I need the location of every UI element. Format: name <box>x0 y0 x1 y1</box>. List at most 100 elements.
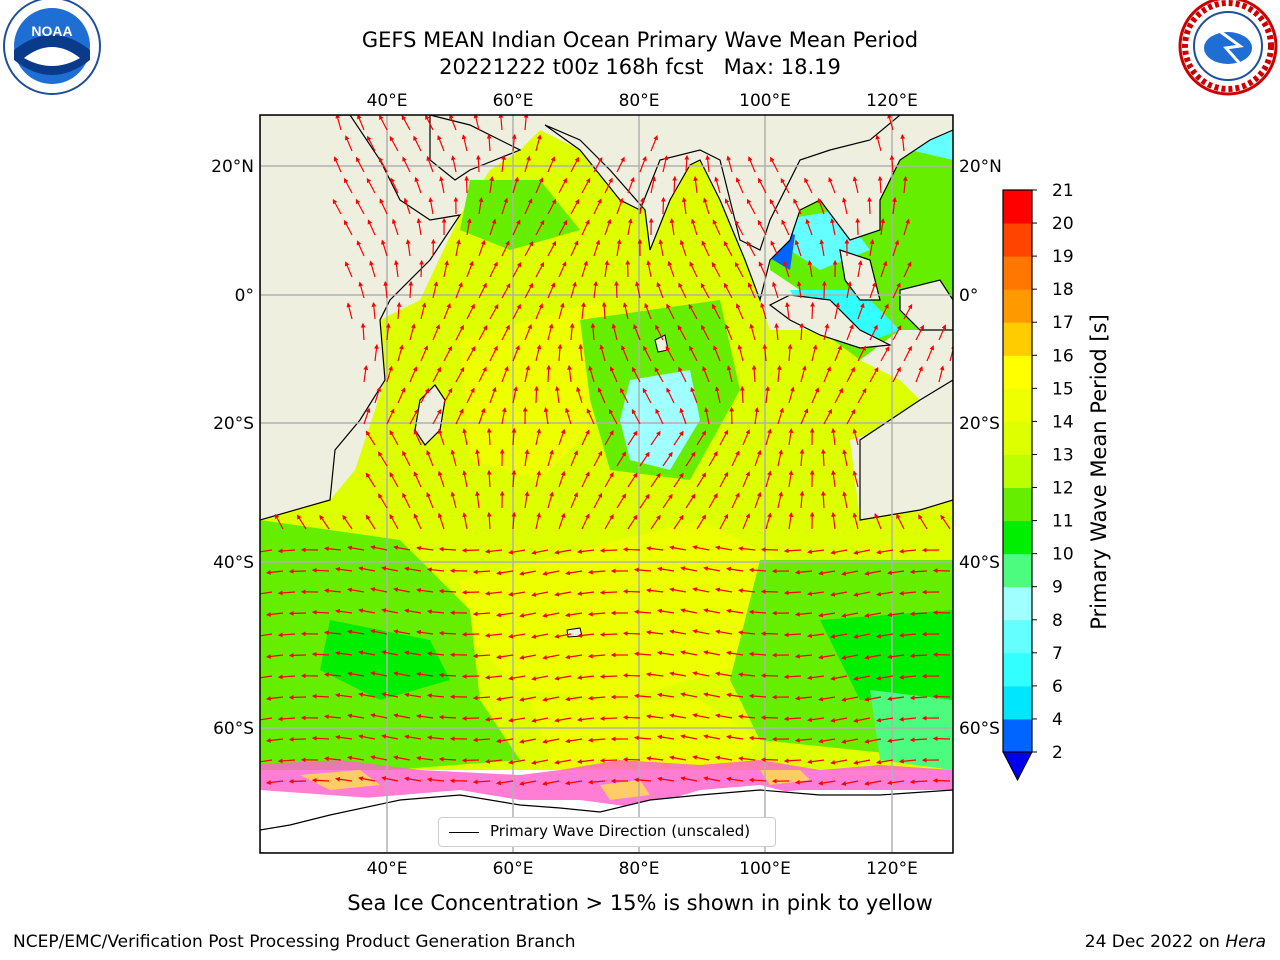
colorbar-segment <box>1003 322 1032 356</box>
wave-arrow <box>437 470 445 488</box>
wave-arrow <box>645 672 664 677</box>
wave-arrow <box>535 177 544 194</box>
wave-arrow <box>277 716 296 722</box>
wave-arrow <box>898 674 917 680</box>
wave-arrow <box>508 549 526 555</box>
wave-arrow <box>688 303 698 320</box>
wave-arrow <box>512 303 521 320</box>
lat-label-left: 40°S <box>213 553 254 573</box>
wave-arrow <box>735 303 744 320</box>
wave-arrow <box>593 280 598 299</box>
wave-arrow <box>426 567 445 573</box>
wave-arrow <box>830 717 848 723</box>
wave-arrow <box>542 696 560 702</box>
wave-arrow <box>622 757 641 762</box>
wave-arrow <box>864 696 882 702</box>
lon-label-top: 120°E <box>866 91 918 111</box>
wave-arrow <box>565 780 583 786</box>
wave-arrow <box>876 591 894 597</box>
wave-arrow <box>357 115 365 131</box>
wave-arrow <box>393 587 411 593</box>
wave-arrow <box>565 612 583 618</box>
wave-arrow <box>588 365 595 383</box>
wave-arrow <box>823 366 831 383</box>
wave-arrow <box>783 590 802 596</box>
wave-arrow <box>734 261 744 278</box>
wave-arrow <box>475 490 480 509</box>
wave-arrow <box>765 428 772 446</box>
wave-arrow <box>672 175 678 194</box>
wave-arrow <box>381 692 399 698</box>
wave-arrow <box>508 675 526 681</box>
map-tick-labels: 40°E 40°E 60°E 60°E 80°E 80°E 100°E 100°E 120°E 1… <box>211 91 1002 879</box>
wave-arrow <box>472 569 491 575</box>
wave-arrow <box>274 513 284 530</box>
wave-arrow <box>547 240 557 257</box>
wave-arrow <box>438 756 457 762</box>
wave-arrow <box>875 134 882 152</box>
wave-arrow <box>692 755 710 761</box>
wave-arrow <box>542 780 560 786</box>
wave-arrow <box>712 219 721 236</box>
wave-arrow <box>370 671 388 677</box>
wave-arrow <box>558 470 566 488</box>
wave-arrow <box>404 692 422 698</box>
wave-arrow <box>643 345 652 362</box>
lon-label-bottom: 60°E <box>493 859 534 879</box>
wave-arrow <box>794 569 813 575</box>
wave-arrow <box>818 612 836 618</box>
wave-arrow <box>531 549 549 555</box>
wave-arrow <box>616 239 622 257</box>
wave-arrow <box>581 219 590 236</box>
wave-arrow <box>455 239 461 257</box>
wave-arrow <box>475 154 481 173</box>
wave-arrow <box>344 261 353 278</box>
colorbar-tick-label: 2 <box>1052 743 1063 763</box>
wave-arrow <box>864 612 882 618</box>
wave-arrow <box>524 491 530 509</box>
wave-arrow <box>438 672 457 678</box>
wave-arrow <box>265 570 284 575</box>
wave-arrow <box>735 177 744 194</box>
wave-arrow <box>657 608 675 614</box>
wave-arrow <box>420 345 429 362</box>
wave-arrow <box>576 386 583 404</box>
wave-arrow <box>374 343 379 362</box>
wave-arrow <box>748 156 756 173</box>
colorbar-tick-label: 12 <box>1052 479 1074 499</box>
wave-arrow <box>409 408 419 425</box>
colorbar-tick-label: 15 <box>1052 379 1074 399</box>
wave-arrow <box>277 674 296 680</box>
wave-arrow <box>751 364 757 383</box>
wave-arrow <box>864 780 882 786</box>
wave-arrow <box>554 675 572 681</box>
wave-arrow <box>887 738 905 744</box>
wave-arrow <box>260 633 273 639</box>
wave-arrow <box>669 587 687 593</box>
lon-label-bottom: 80°E <box>619 859 660 879</box>
wave-arrow <box>639 451 650 467</box>
colorbar-tick-label: 7 <box>1052 644 1063 664</box>
wave-arrow <box>512 344 520 362</box>
wave-arrow <box>365 514 376 530</box>
wave-arrow <box>593 492 603 509</box>
wave-arrow <box>438 630 457 636</box>
wave-arrow <box>405 239 411 257</box>
wave-arrow <box>853 591 871 597</box>
wave-arrow <box>381 566 399 572</box>
wave-arrow <box>396 301 402 320</box>
wave-arrow <box>478 239 486 257</box>
wave-arrow <box>760 715 779 721</box>
wave-arrow <box>586 408 595 425</box>
wave-arrow <box>461 673 480 679</box>
wave-arrow <box>472 779 491 785</box>
wave-arrow <box>631 408 641 425</box>
wave-arrow <box>723 282 733 299</box>
wave-arrow <box>758 177 767 194</box>
wave-arrow <box>864 570 882 576</box>
wave-arrow <box>780 177 790 194</box>
wave-arrow <box>519 654 537 660</box>
colorbar-segment <box>1003 388 1032 422</box>
wave-arrow <box>565 654 583 660</box>
wave-arrow <box>455 408 464 425</box>
